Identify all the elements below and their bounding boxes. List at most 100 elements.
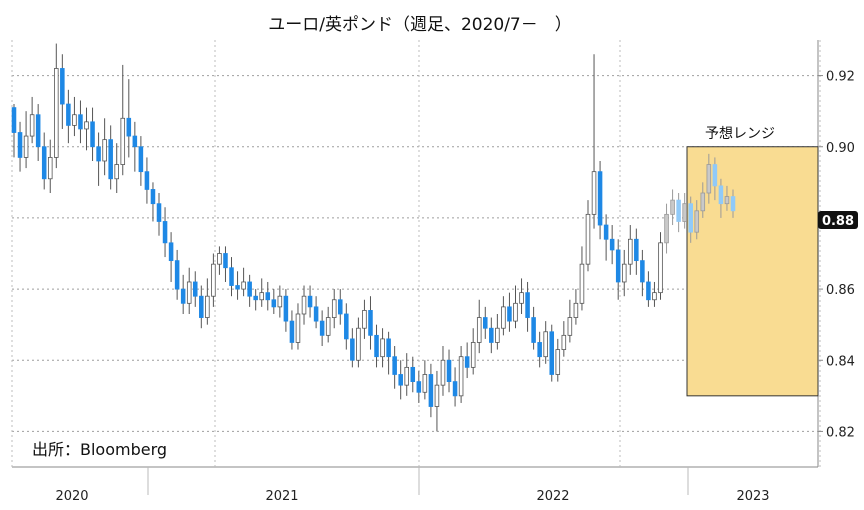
candle-body xyxy=(331,299,337,318)
candle-body xyxy=(621,263,627,283)
candle xyxy=(174,249,180,300)
candle-body xyxy=(120,117,126,165)
candle-body xyxy=(307,295,313,308)
candle-body xyxy=(573,302,579,318)
candle-body xyxy=(72,114,77,126)
candle-body xyxy=(513,302,518,322)
candle-body xyxy=(126,117,132,137)
candle-body xyxy=(217,253,222,265)
y-tick-label: 0.86 xyxy=(826,283,855,298)
candle-body xyxy=(549,331,555,375)
candle xyxy=(362,299,367,339)
candle xyxy=(35,104,41,161)
candle xyxy=(621,249,627,297)
candle-body xyxy=(344,313,349,340)
candle-body xyxy=(223,253,228,269)
candle xyxy=(458,346,464,403)
candle-body xyxy=(597,171,603,226)
candle-body xyxy=(253,295,258,301)
candle-body xyxy=(646,281,651,301)
candle xyxy=(199,285,204,329)
candle xyxy=(168,232,174,282)
candle-body xyxy=(259,292,264,301)
candle-body xyxy=(476,317,482,343)
candle-body xyxy=(555,349,561,375)
candle xyxy=(543,321,548,364)
candle xyxy=(513,285,518,329)
x-tick-label: 2023 xyxy=(736,489,769,504)
candle-body xyxy=(235,285,240,290)
candle xyxy=(410,356,416,393)
candle xyxy=(217,246,222,275)
candle-body xyxy=(313,306,319,322)
candle-body xyxy=(603,224,609,240)
candle xyxy=(615,239,621,300)
candle-body xyxy=(156,203,162,222)
candle xyxy=(126,79,132,158)
candle xyxy=(247,274,252,307)
x-tick-label: 2022 xyxy=(536,489,569,504)
candle xyxy=(434,370,440,432)
candle xyxy=(628,225,633,275)
candle-body xyxy=(35,114,41,148)
candle-body xyxy=(229,267,234,286)
candle xyxy=(223,246,228,282)
candle-body xyxy=(458,356,464,397)
candle xyxy=(730,189,736,218)
candle-body xyxy=(724,196,730,205)
candle xyxy=(718,178,724,218)
candle xyxy=(132,121,138,172)
candle-body xyxy=(162,221,168,244)
candle-body xyxy=(337,299,343,315)
candle xyxy=(344,303,349,350)
candle-body xyxy=(561,334,567,350)
candle xyxy=(325,306,331,343)
candle xyxy=(591,54,597,229)
candle-body xyxy=(150,189,156,205)
candle xyxy=(507,292,512,332)
y-axis: 0.92 0.90 0.88 0.86 0.84 0.82 xyxy=(818,70,855,440)
candle xyxy=(235,271,240,300)
candle-body xyxy=(652,292,657,301)
candle-body xyxy=(452,381,458,397)
candle xyxy=(664,203,669,254)
candle xyxy=(688,196,693,243)
source-label: 出所：Bloomberg xyxy=(32,440,167,459)
candle xyxy=(585,200,591,272)
candle-body xyxy=(362,310,367,329)
candle xyxy=(78,100,83,144)
candle-body xyxy=(374,334,379,358)
candle-body xyxy=(428,374,434,407)
candle xyxy=(640,249,645,297)
candle xyxy=(700,182,706,218)
candle-body xyxy=(519,292,524,304)
candle-body xyxy=(41,146,47,180)
candle xyxy=(537,331,542,368)
candle-body xyxy=(495,327,500,343)
candle-body xyxy=(585,213,591,265)
candle xyxy=(670,189,675,226)
candle xyxy=(192,271,198,307)
candle-body xyxy=(706,164,712,194)
candle-body xyxy=(718,185,724,205)
candle-body xyxy=(489,327,494,343)
candle xyxy=(144,157,150,204)
candle xyxy=(265,281,271,311)
candle-body xyxy=(289,320,295,343)
candle xyxy=(676,193,681,233)
y-tick-label: 0.92 xyxy=(826,70,855,85)
candles-group xyxy=(11,43,736,432)
candle xyxy=(561,321,567,357)
candle-body xyxy=(392,356,397,375)
candle-body xyxy=(410,366,416,383)
candle-body xyxy=(247,281,252,297)
forecast-range-box xyxy=(686,146,819,397)
candle-body xyxy=(670,199,675,215)
candle xyxy=(380,328,385,368)
candle-body xyxy=(368,310,373,336)
candle-body xyxy=(350,338,355,361)
candle xyxy=(350,328,355,368)
candle xyxy=(356,317,361,368)
